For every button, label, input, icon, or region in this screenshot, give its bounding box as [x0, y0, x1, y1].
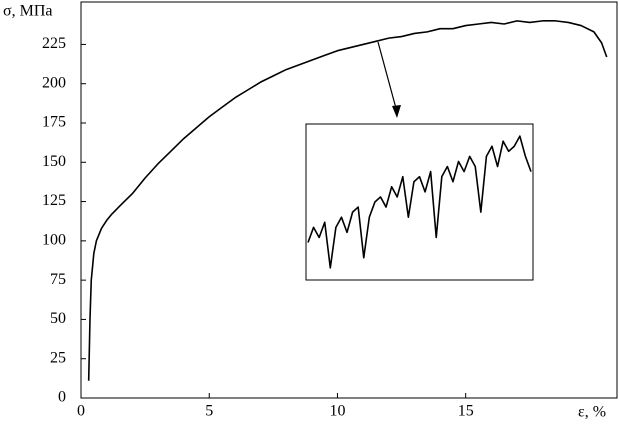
- x-tick-label: 5: [205, 403, 213, 420]
- y-tick-label: 75: [50, 271, 66, 288]
- y-tick-label: 175: [42, 114, 66, 131]
- inset-frame: [305, 123, 534, 281]
- y-tick-label: 200: [42, 74, 66, 91]
- x-tick-label: 0: [77, 403, 85, 420]
- arrow-head: [392, 105, 401, 118]
- plot-frame: [80, 1, 618, 399]
- x-axis-label: ε, %: [578, 404, 606, 421]
- y-tick-label: 25: [50, 349, 66, 366]
- y-tick-label: 100: [42, 232, 66, 249]
- x-tick-label: 10: [329, 403, 345, 420]
- y-tick-label: 125: [42, 192, 66, 209]
- y-tick-label: 50: [50, 310, 66, 327]
- y-tick-label: 0: [58, 389, 66, 406]
- x-tick-label: 15: [458, 403, 474, 420]
- y-axis-label: σ, МПа: [3, 3, 53, 20]
- y-tick-label: 150: [42, 153, 66, 170]
- y-tick-label: 225: [42, 35, 66, 52]
- data-line: [87, 20, 608, 381]
- data-line: [307, 135, 532, 269]
- arrow: [377, 41, 398, 113]
